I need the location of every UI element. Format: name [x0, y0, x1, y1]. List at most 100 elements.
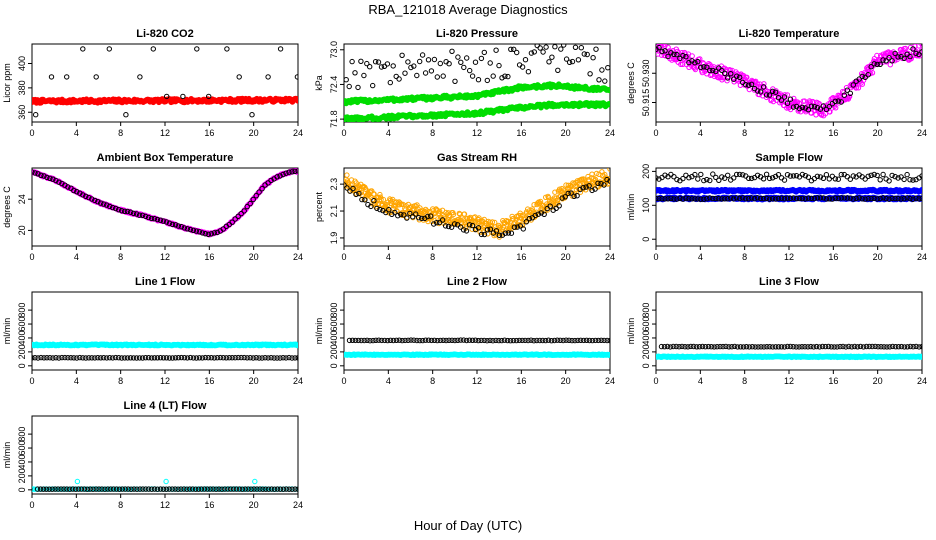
data-point	[720, 343, 726, 350]
data-point	[874, 172, 880, 179]
data-point	[157, 486, 164, 492]
data-point	[592, 186, 598, 192]
data-point	[832, 176, 838, 182]
data-point	[493, 337, 499, 344]
data-point	[64, 486, 70, 492]
x-axis: 0 4 8 12 16 20 24	[29, 370, 303, 386]
data-point	[271, 355, 277, 361]
x-tick-label: 16	[204, 500, 214, 510]
data-points	[32, 46, 298, 118]
data-point	[743, 196, 749, 202]
x-tick-label: 12	[472, 376, 482, 386]
data-point	[819, 343, 826, 350]
data-point	[814, 105, 821, 111]
data-point	[52, 486, 58, 492]
data-point	[464, 55, 470, 61]
y-axis-label: degrees C	[626, 62, 636, 104]
panel-title: Li-820 Temperature	[739, 28, 840, 40]
data-point	[344, 172, 350, 178]
data-point	[528, 337, 534, 343]
panel-title: Line 3 Flow	[759, 276, 819, 288]
data-point	[266, 486, 272, 492]
data-point	[838, 99, 844, 105]
data-point	[265, 74, 271, 80]
data-point	[918, 48, 922, 54]
data-point	[692, 60, 698, 66]
data-point	[705, 343, 712, 350]
data-point	[865, 196, 871, 202]
data-point	[695, 58, 701, 65]
y-axis-label: ml/min	[2, 318, 12, 345]
data-point	[163, 478, 169, 485]
data-point	[737, 171, 743, 178]
data-point	[916, 51, 922, 58]
data-point	[850, 173, 856, 179]
data-point	[349, 58, 355, 65]
data-point	[607, 178, 610, 184]
data-point	[377, 191, 383, 198]
data-point	[894, 56, 900, 63]
data-point	[665, 196, 671, 202]
data-point	[844, 87, 850, 93]
data-point	[578, 337, 584, 343]
x-axis: 0 4 8 12 16 20 24	[653, 370, 927, 386]
series-raw	[32, 168, 298, 238]
y-axis-label: ml/min	[626, 194, 636, 221]
data-point	[869, 343, 875, 350]
data-point	[32, 486, 35, 492]
data-point	[425, 213, 431, 220]
data-point	[263, 486, 269, 492]
data-point	[493, 47, 499, 53]
x-tick-label: 4	[386, 252, 391, 262]
data-point	[125, 486, 132, 492]
data-point	[65, 355, 71, 361]
data-point	[127, 209, 134, 215]
series-raw	[656, 44, 922, 119]
data-point	[137, 74, 143, 80]
data-point	[796, 344, 802, 350]
data-point	[889, 195, 895, 202]
data-point	[405, 59, 411, 65]
data-point	[419, 52, 426, 58]
data-point	[868, 172, 874, 179]
data-point	[371, 198, 377, 204]
data-point	[106, 46, 113, 52]
data-point	[599, 67, 605, 73]
data-point	[713, 195, 719, 202]
x-tick-label: 20	[561, 376, 571, 386]
data-point	[35, 355, 41, 361]
data-point	[40, 486, 47, 492]
x-tick-label: 4	[698, 376, 703, 386]
data-point	[34, 486, 41, 492]
y-tick-label: 800	[17, 427, 27, 442]
data-point	[469, 222, 476, 229]
data-point	[605, 65, 610, 71]
data-point	[656, 195, 662, 202]
data-point	[101, 201, 107, 207]
data-point	[691, 343, 697, 350]
data-point	[127, 355, 134, 361]
data-point	[452, 78, 458, 85]
data-point	[92, 197, 98, 204]
data-point	[417, 58, 423, 65]
data-point	[856, 76, 862, 82]
data-point	[776, 92, 782, 98]
data-point	[731, 175, 737, 181]
data-point	[496, 232, 503, 239]
data-point	[101, 355, 107, 361]
data-point	[496, 62, 502, 69]
data-point	[746, 344, 752, 350]
x-tick-label: 20	[249, 128, 259, 138]
data-point	[169, 486, 175, 492]
data-point	[277, 173, 283, 179]
data-point	[802, 344, 808, 350]
data-point	[540, 337, 546, 344]
data-point	[140, 486, 146, 492]
data-point	[292, 486, 298, 492]
x-tick-label: 8	[430, 128, 435, 138]
y-tick-label: 800	[641, 303, 651, 318]
x-axis: 0 4 8 12 16 20 24	[29, 246, 303, 262]
x-tick-label: 4	[386, 128, 391, 138]
y-axis: 360 380 400	[17, 56, 32, 120]
